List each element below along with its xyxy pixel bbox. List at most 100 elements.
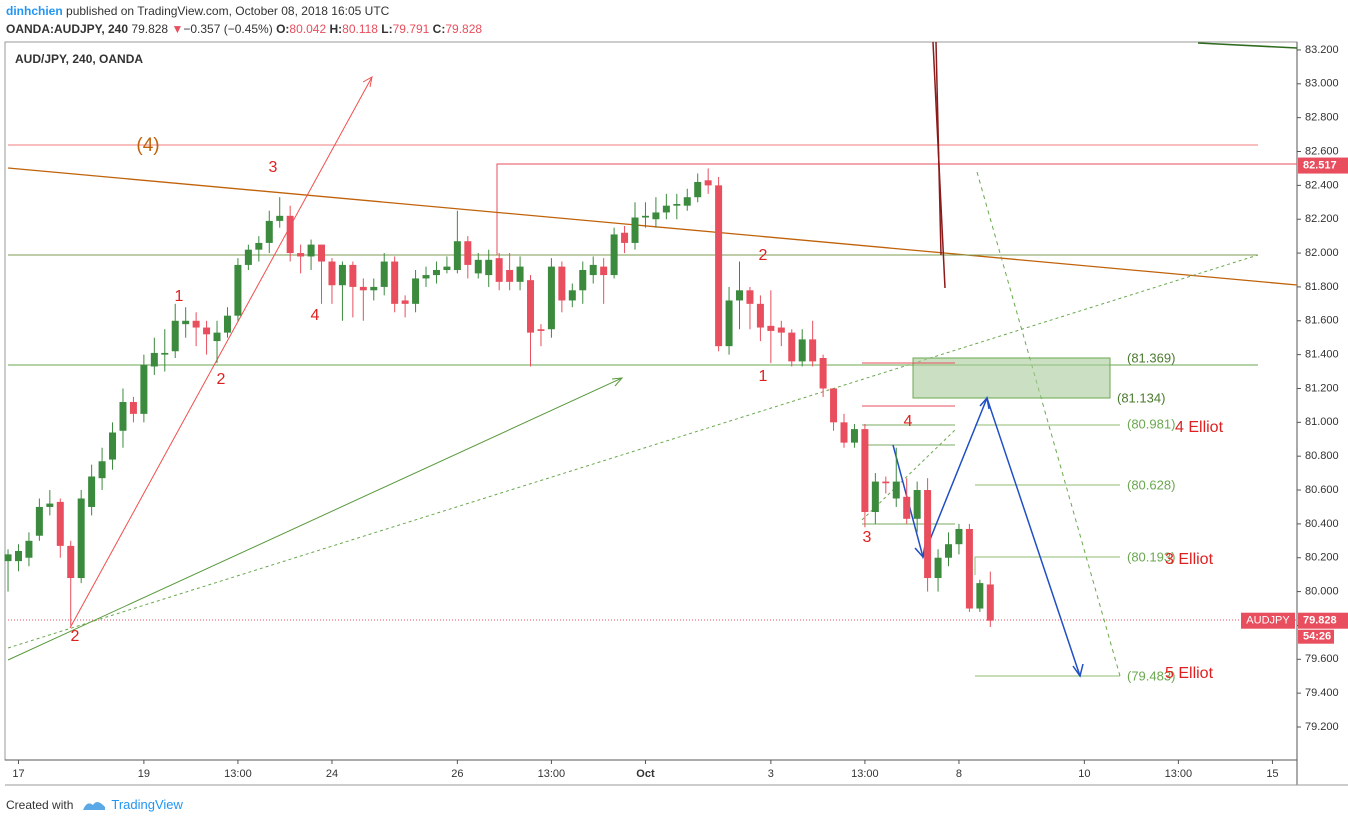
candle-body <box>913 490 921 519</box>
x-tick-label: 10 <box>1078 768 1090 780</box>
y-tick-label: 83.000 <box>1305 78 1339 90</box>
arrowhead <box>362 76 373 88</box>
author[interactable]: dinhchien <box>6 4 63 18</box>
candle-body <box>986 584 994 621</box>
alert-badge <box>1298 157 1348 174</box>
y-tick-label: 80.800 <box>1305 450 1339 462</box>
candle-body <box>840 422 848 443</box>
y-tick-label: 81.800 <box>1305 281 1339 293</box>
elliot-label: 4 Elliot <box>1175 419 1224 436</box>
candle-body <box>422 275 430 279</box>
candle-body <box>432 269 440 276</box>
candle-body <box>88 476 96 507</box>
candle-body <box>213 332 221 342</box>
x-tick-label: 13:00 <box>224 768 252 780</box>
wave-label: (4) <box>136 135 159 156</box>
y-tick-label: 80.400 <box>1305 518 1339 530</box>
candles <box>4 168 994 627</box>
candle-body <box>14 550 22 562</box>
candle-body <box>244 249 252 265</box>
candle-body <box>819 358 827 389</box>
candle-body <box>140 364 148 414</box>
y-tick-label: 81.600 <box>1305 315 1339 327</box>
candle-body <box>182 320 190 325</box>
annotations: (4) 3 1 4 2 2 2 1 4 3 (81.369) (81.134) … <box>71 135 1224 683</box>
x-tick-label: 15 <box>1266 768 1278 780</box>
elliot-label: 5 Elliot <box>1165 665 1214 682</box>
y-tick-label: 82.000 <box>1305 247 1339 259</box>
candle-body <box>276 215 284 221</box>
candle-body <box>976 583 984 609</box>
candle-body <box>98 461 106 479</box>
arrow: ▼ <box>171 22 184 36</box>
candle-body <box>67 545 75 579</box>
axes: 79.20079.40079.60079.80080.00080.20080.4… <box>12 44 1348 780</box>
candle-body <box>777 327 785 333</box>
brand[interactable]: TradingView <box>111 797 183 812</box>
wave-label: 4 <box>311 307 320 324</box>
symbol-label: AUDJPY <box>1246 615 1290 627</box>
candle-body <box>589 264 597 276</box>
h: 80.118 <box>342 22 378 36</box>
fib-label: (80.981) <box>1127 416 1175 431</box>
trendline <box>7 377 623 661</box>
candle-body <box>767 325 775 331</box>
candle-body <box>307 244 315 257</box>
o: 80.042 <box>289 22 327 36</box>
candle-body <box>171 320 179 352</box>
candle-body <box>25 540 33 558</box>
x-tick-label: 19 <box>138 768 150 780</box>
arrowhead <box>979 396 990 410</box>
trendline <box>69 76 373 629</box>
candle-body <box>129 402 137 414</box>
candle-body <box>464 241 472 265</box>
l: 79.791 <box>392 22 430 36</box>
target-zone <box>912 357 1111 399</box>
alert-label: 82.517 <box>1303 159 1337 171</box>
symbol-badge <box>1241 612 1295 629</box>
fib-label: (81.369) <box>1127 350 1175 365</box>
chart: AUD/JPY, 240, OANDA (4) 3 <box>4 41 1348 786</box>
y-tick-label: 82.800 <box>1305 112 1339 124</box>
candle-body <box>924 490 932 579</box>
c-label: C: <box>432 22 446 36</box>
candle-body <box>35 506 43 536</box>
candle-body <box>506 269 514 282</box>
candle-body <box>725 300 733 347</box>
countdown-badge <box>1298 629 1334 644</box>
candle-body <box>349 264 357 287</box>
h-label: H: <box>329 22 343 36</box>
candle-body <box>391 261 399 304</box>
wave-label: 3 <box>269 159 278 176</box>
candle-body <box>495 258 503 282</box>
candle-body <box>736 290 744 301</box>
x-tick-label: 13:00 <box>1165 768 1193 780</box>
candle-body <box>46 503 54 507</box>
candle-body <box>945 544 953 558</box>
candle-body <box>579 269 587 291</box>
candle-body <box>809 339 817 362</box>
candle-body <box>621 232 629 243</box>
trendline <box>1197 42 1298 49</box>
y-tick-label: 80.000 <box>1305 585 1339 597</box>
ohlc-line: OANDA:AUDJPY, 240 79.828 ▼−0.357 (−0.45%… <box>6 22 482 36</box>
candle-body <box>203 327 211 335</box>
y-tick-label: 81.400 <box>1305 349 1339 361</box>
wave-label: 2 <box>217 371 226 388</box>
candle-body <box>871 481 879 513</box>
candle-body <box>882 481 890 484</box>
x-tick-label: 26 <box>451 768 463 780</box>
fib-line <box>974 556 1120 575</box>
candle-body <box>453 241 461 270</box>
candle-body <box>150 352 158 367</box>
candle-body <box>756 303 764 328</box>
candle-body <box>192 320 200 328</box>
l-label: L: <box>381 22 393 36</box>
candle-body <box>223 315 231 333</box>
last-price-label: 79.828 <box>1303 615 1337 627</box>
candle-body <box>318 244 326 262</box>
fib-label: (79.483) <box>1127 668 1175 683</box>
candle-body <box>516 266 524 282</box>
y-tick-label: 81.200 <box>1305 382 1339 394</box>
